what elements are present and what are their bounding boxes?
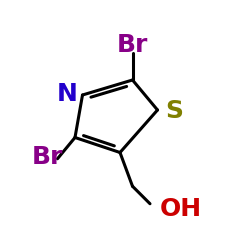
- Text: OH: OH: [160, 197, 202, 221]
- Text: N: N: [57, 82, 78, 106]
- Text: Br: Br: [32, 146, 63, 170]
- Text: S: S: [165, 99, 183, 123]
- Text: Br: Br: [117, 33, 148, 57]
